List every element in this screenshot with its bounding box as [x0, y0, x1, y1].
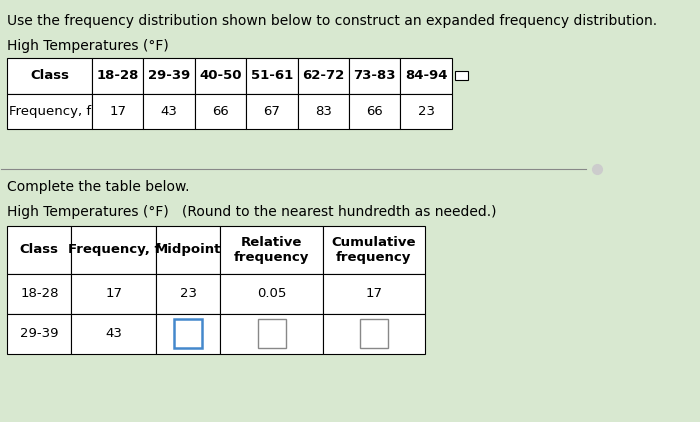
Text: 18-28: 18-28 [97, 69, 139, 82]
FancyBboxPatch shape [156, 226, 220, 274]
Text: 17: 17 [365, 287, 382, 300]
Text: 84-94: 84-94 [405, 69, 447, 82]
Text: 51-61: 51-61 [251, 69, 293, 82]
FancyBboxPatch shape [323, 274, 425, 314]
FancyBboxPatch shape [144, 94, 195, 129]
FancyBboxPatch shape [360, 319, 388, 348]
FancyBboxPatch shape [220, 274, 323, 314]
Text: Class: Class [30, 69, 69, 82]
FancyBboxPatch shape [349, 94, 400, 129]
FancyBboxPatch shape [246, 94, 298, 129]
FancyBboxPatch shape [455, 71, 468, 81]
Text: 40-50: 40-50 [199, 69, 241, 82]
FancyBboxPatch shape [71, 226, 156, 274]
FancyBboxPatch shape [298, 58, 349, 94]
Text: 83: 83 [315, 105, 332, 118]
Text: 66: 66 [366, 105, 383, 118]
FancyBboxPatch shape [220, 226, 323, 274]
Text: 17: 17 [105, 287, 122, 300]
FancyBboxPatch shape [144, 58, 195, 94]
FancyBboxPatch shape [7, 314, 71, 354]
FancyBboxPatch shape [323, 226, 425, 274]
FancyBboxPatch shape [7, 94, 92, 129]
Text: 67: 67 [263, 105, 280, 118]
Text: 62-72: 62-72 [302, 69, 344, 82]
Text: High Temperatures (°F)   (Round to the nearest hundredth as needed.): High Temperatures (°F) (Round to the nea… [7, 205, 497, 219]
FancyBboxPatch shape [156, 274, 220, 314]
FancyBboxPatch shape [258, 319, 286, 348]
Text: 23: 23 [180, 287, 197, 300]
FancyBboxPatch shape [195, 58, 246, 94]
Text: 29-39: 29-39 [148, 69, 190, 82]
FancyBboxPatch shape [156, 314, 220, 354]
FancyBboxPatch shape [220, 314, 323, 354]
Text: Class: Class [20, 243, 59, 256]
Text: 18-28: 18-28 [20, 287, 59, 300]
FancyBboxPatch shape [400, 58, 452, 94]
Text: Midpoint: Midpoint [155, 243, 221, 256]
Text: 23: 23 [418, 105, 435, 118]
FancyBboxPatch shape [174, 319, 202, 348]
FancyBboxPatch shape [92, 58, 144, 94]
Text: Use the frequency distribution shown below to construct an expanded frequency di: Use the frequency distribution shown bel… [7, 14, 657, 28]
FancyBboxPatch shape [246, 58, 298, 94]
Text: High Temperatures (°F): High Temperatures (°F) [7, 39, 169, 53]
Text: 0.05: 0.05 [257, 287, 286, 300]
FancyBboxPatch shape [298, 94, 349, 129]
Text: Relative
frequency: Relative frequency [234, 236, 309, 264]
FancyBboxPatch shape [323, 314, 425, 354]
FancyBboxPatch shape [195, 94, 246, 129]
Text: 43: 43 [160, 105, 178, 118]
Text: Frequency, f: Frequency, f [68, 243, 160, 256]
FancyBboxPatch shape [7, 274, 71, 314]
FancyBboxPatch shape [92, 94, 144, 129]
Text: 17: 17 [109, 105, 126, 118]
FancyBboxPatch shape [349, 58, 400, 94]
Text: 29-39: 29-39 [20, 327, 59, 340]
FancyBboxPatch shape [400, 94, 452, 129]
Text: 43: 43 [106, 327, 122, 340]
Text: Frequency, f: Frequency, f [8, 105, 90, 118]
Text: Cumulative
frequency: Cumulative frequency [332, 236, 416, 264]
Text: Complete the table below.: Complete the table below. [7, 179, 190, 194]
Text: 66: 66 [212, 105, 229, 118]
FancyBboxPatch shape [71, 314, 156, 354]
FancyBboxPatch shape [7, 58, 92, 94]
Text: 73-83: 73-83 [354, 69, 396, 82]
FancyBboxPatch shape [7, 226, 71, 274]
FancyBboxPatch shape [71, 274, 156, 314]
